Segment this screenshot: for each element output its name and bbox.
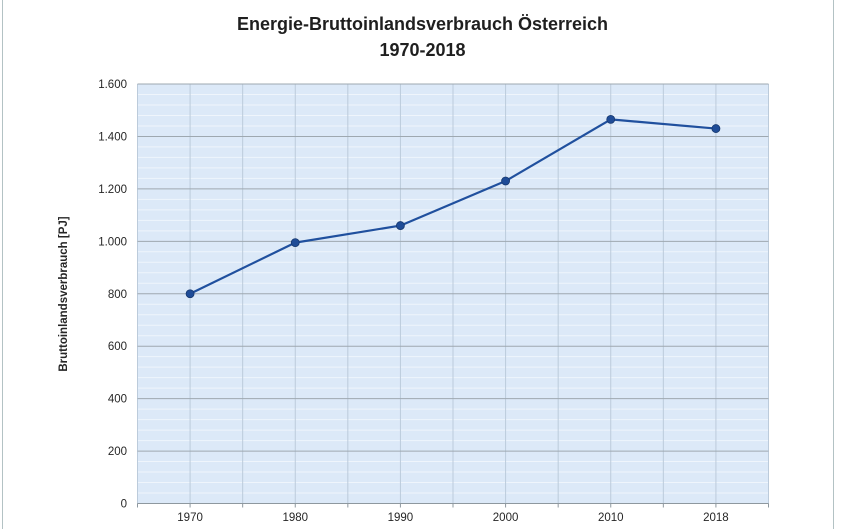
x-tick-label: 2010 xyxy=(598,512,624,524)
window-border-right xyxy=(833,0,834,529)
x-tick-label: 2000 xyxy=(493,512,519,524)
y-tick-label: 400 xyxy=(108,394,127,406)
y-tick-label: 200 xyxy=(108,446,127,458)
y-tick-label: 800 xyxy=(108,289,127,301)
y-tick-label: 1.000 xyxy=(98,236,127,248)
x-tick-label: 1990 xyxy=(388,512,414,524)
y-tick-label: 1.400 xyxy=(98,131,127,143)
chart-title: Energie-Bruttoinlandsverbrauch Österreic… xyxy=(0,11,845,63)
x-tick-label: 2018 xyxy=(703,512,729,524)
y-tick-label: 600 xyxy=(108,341,127,353)
y-tick-label: 1.200 xyxy=(98,184,127,196)
chart-title-line1: Energie-Bruttoinlandsverbrauch Österreic… xyxy=(236,14,609,34)
x-tick-label: 1970 xyxy=(177,512,203,524)
data-point xyxy=(711,124,721,133)
y-tick-label: 0 xyxy=(121,499,127,511)
y-tick-label: 1.600 xyxy=(98,79,127,91)
data-point xyxy=(606,114,616,124)
chart-title-line2: 1970-2018 xyxy=(379,40,466,60)
y-axis-title: Bruttoinlandsverbrauch [PJ] xyxy=(58,216,70,371)
data-point xyxy=(290,238,300,248)
window-border-left xyxy=(2,0,3,529)
data-line xyxy=(189,118,717,295)
data-point xyxy=(501,176,510,186)
data-point xyxy=(396,221,405,230)
data-point xyxy=(185,289,195,299)
x-tick-label: 1980 xyxy=(282,512,308,524)
